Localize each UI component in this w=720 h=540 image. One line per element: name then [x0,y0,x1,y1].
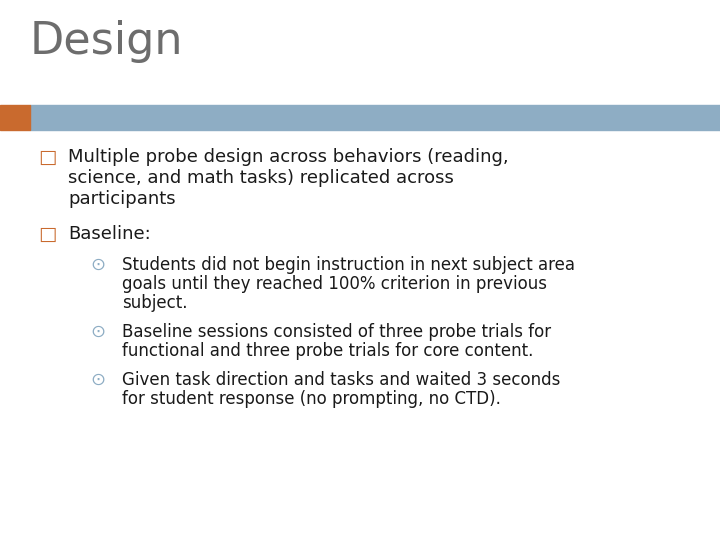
Bar [30,105,720,130]
Text: subject.: subject. [122,294,187,312]
Text: science, and math tasks) replicated across: science, and math tasks) replicated acro… [68,169,454,187]
Text: ⊙: ⊙ [90,323,105,341]
Text: ⊙: ⊙ [90,256,105,274]
Text: functional and three probe trials for core content.: functional and three probe trials for co… [122,342,534,360]
Text: Students did not begin instruction in next subject area: Students did not begin instruction in ne… [122,256,575,274]
Text: for student response (no prompting, no CTD).: for student response (no prompting, no C… [122,390,501,408]
Text: □: □ [38,225,56,244]
Text: participants: participants [68,190,176,208]
Text: Multiple probe design across behaviors (reading,: Multiple probe design across behaviors (… [68,148,508,166]
Text: ⊙: ⊙ [90,371,105,389]
Text: Design: Design [30,20,184,63]
Text: Given task direction and tasks and waited 3 seconds: Given task direction and tasks and waite… [122,371,560,389]
Bar [0,105,30,130]
Text: Baseline:: Baseline: [68,225,150,243]
Text: □: □ [38,148,56,167]
Text: Baseline sessions consisted of three probe trials for: Baseline sessions consisted of three pro… [122,323,551,341]
Text: goals until they reached 100% criterion in previous: goals until they reached 100% criterion … [122,275,547,293]
